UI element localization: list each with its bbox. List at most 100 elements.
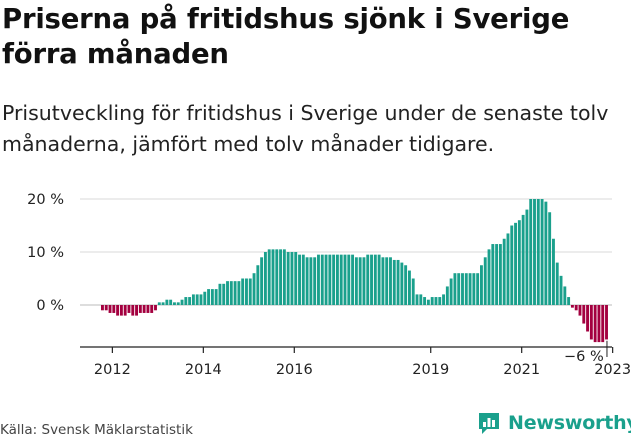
bar xyxy=(517,220,521,305)
bar xyxy=(241,278,245,305)
bar xyxy=(381,257,385,305)
bar xyxy=(495,244,499,305)
bar xyxy=(210,289,214,305)
x-tick-label: 2012 xyxy=(94,362,131,378)
bar xyxy=(400,262,404,305)
bar xyxy=(290,252,294,305)
bar xyxy=(301,254,305,305)
bar xyxy=(514,222,517,305)
bar xyxy=(146,305,150,313)
bar xyxy=(116,305,120,316)
annotations: −6 % xyxy=(564,340,608,365)
bar xyxy=(419,294,423,305)
bar xyxy=(138,305,142,313)
bar xyxy=(104,305,108,311)
bar xyxy=(396,259,400,305)
bar xyxy=(442,294,445,305)
bar xyxy=(597,305,601,343)
bar xyxy=(411,278,415,305)
y-tick-label: 0 % xyxy=(36,298,64,314)
bar xyxy=(582,305,586,324)
bar xyxy=(332,254,336,305)
bar xyxy=(366,254,370,305)
bar xyxy=(245,278,248,305)
bar xyxy=(506,233,510,305)
bar xyxy=(498,244,502,305)
bar xyxy=(165,299,169,305)
bar xyxy=(275,249,279,305)
bar xyxy=(335,254,339,305)
bar xyxy=(101,305,104,311)
bar xyxy=(112,305,116,313)
bar xyxy=(464,273,468,305)
bar xyxy=(173,302,176,305)
bar xyxy=(127,305,131,313)
bar xyxy=(529,199,533,305)
bar xyxy=(445,286,449,305)
bar xyxy=(271,249,275,305)
bar xyxy=(449,278,453,305)
y-axis: 0 % 10 % 20 % xyxy=(27,192,64,314)
bar xyxy=(282,249,286,305)
bar xyxy=(184,297,188,305)
bar xyxy=(415,294,419,305)
y-tick-label: 20 % xyxy=(27,192,64,208)
bar xyxy=(252,273,256,305)
bar xyxy=(150,305,154,313)
bar xyxy=(339,254,343,305)
bar xyxy=(237,281,241,305)
bar xyxy=(154,305,157,311)
bar xyxy=(389,257,392,305)
price-change-chart: 0 % 10 % 20 % 2012 2014 2016 2019 2021 2023 −6 … xyxy=(27,192,631,378)
newsworthy-logo-icon xyxy=(479,413,499,434)
bar xyxy=(605,305,608,340)
x-tick-label: 2014 xyxy=(185,362,222,378)
bar xyxy=(305,257,309,305)
bar xyxy=(256,265,260,305)
bar xyxy=(328,254,332,305)
bar xyxy=(313,257,317,305)
bar xyxy=(370,254,373,305)
bar xyxy=(188,297,192,305)
bar xyxy=(229,281,233,305)
bar xyxy=(593,305,597,343)
bar xyxy=(510,225,514,305)
bar xyxy=(324,254,328,305)
bar xyxy=(521,214,525,305)
bar xyxy=(347,254,351,305)
bar xyxy=(434,297,438,305)
bar xyxy=(563,286,567,305)
bar xyxy=(157,302,161,305)
bar xyxy=(574,305,578,311)
bar xyxy=(317,254,320,305)
bar xyxy=(373,254,377,305)
bar xyxy=(358,257,362,305)
bar xyxy=(180,299,184,305)
bar xyxy=(279,249,283,305)
bar xyxy=(525,209,529,305)
bar xyxy=(385,257,389,305)
bar xyxy=(260,257,264,305)
bar xyxy=(354,257,358,305)
source-note: Källa: Svensk Mäklarstatistik xyxy=(0,422,193,438)
bar xyxy=(176,302,180,305)
bar xyxy=(483,257,487,305)
bar xyxy=(476,273,480,305)
bar xyxy=(548,212,552,305)
bar xyxy=(161,302,165,305)
bar xyxy=(222,283,226,305)
bar xyxy=(119,305,123,316)
bar xyxy=(491,244,495,305)
bar xyxy=(320,254,324,305)
bar xyxy=(589,305,593,340)
bar xyxy=(131,305,135,316)
bar xyxy=(472,273,476,305)
bar xyxy=(468,273,472,305)
bar xyxy=(233,281,237,305)
bar xyxy=(487,249,491,305)
bar xyxy=(267,249,271,305)
bar xyxy=(392,259,396,305)
bar xyxy=(540,199,544,305)
bar xyxy=(461,273,464,305)
bar xyxy=(533,199,536,305)
